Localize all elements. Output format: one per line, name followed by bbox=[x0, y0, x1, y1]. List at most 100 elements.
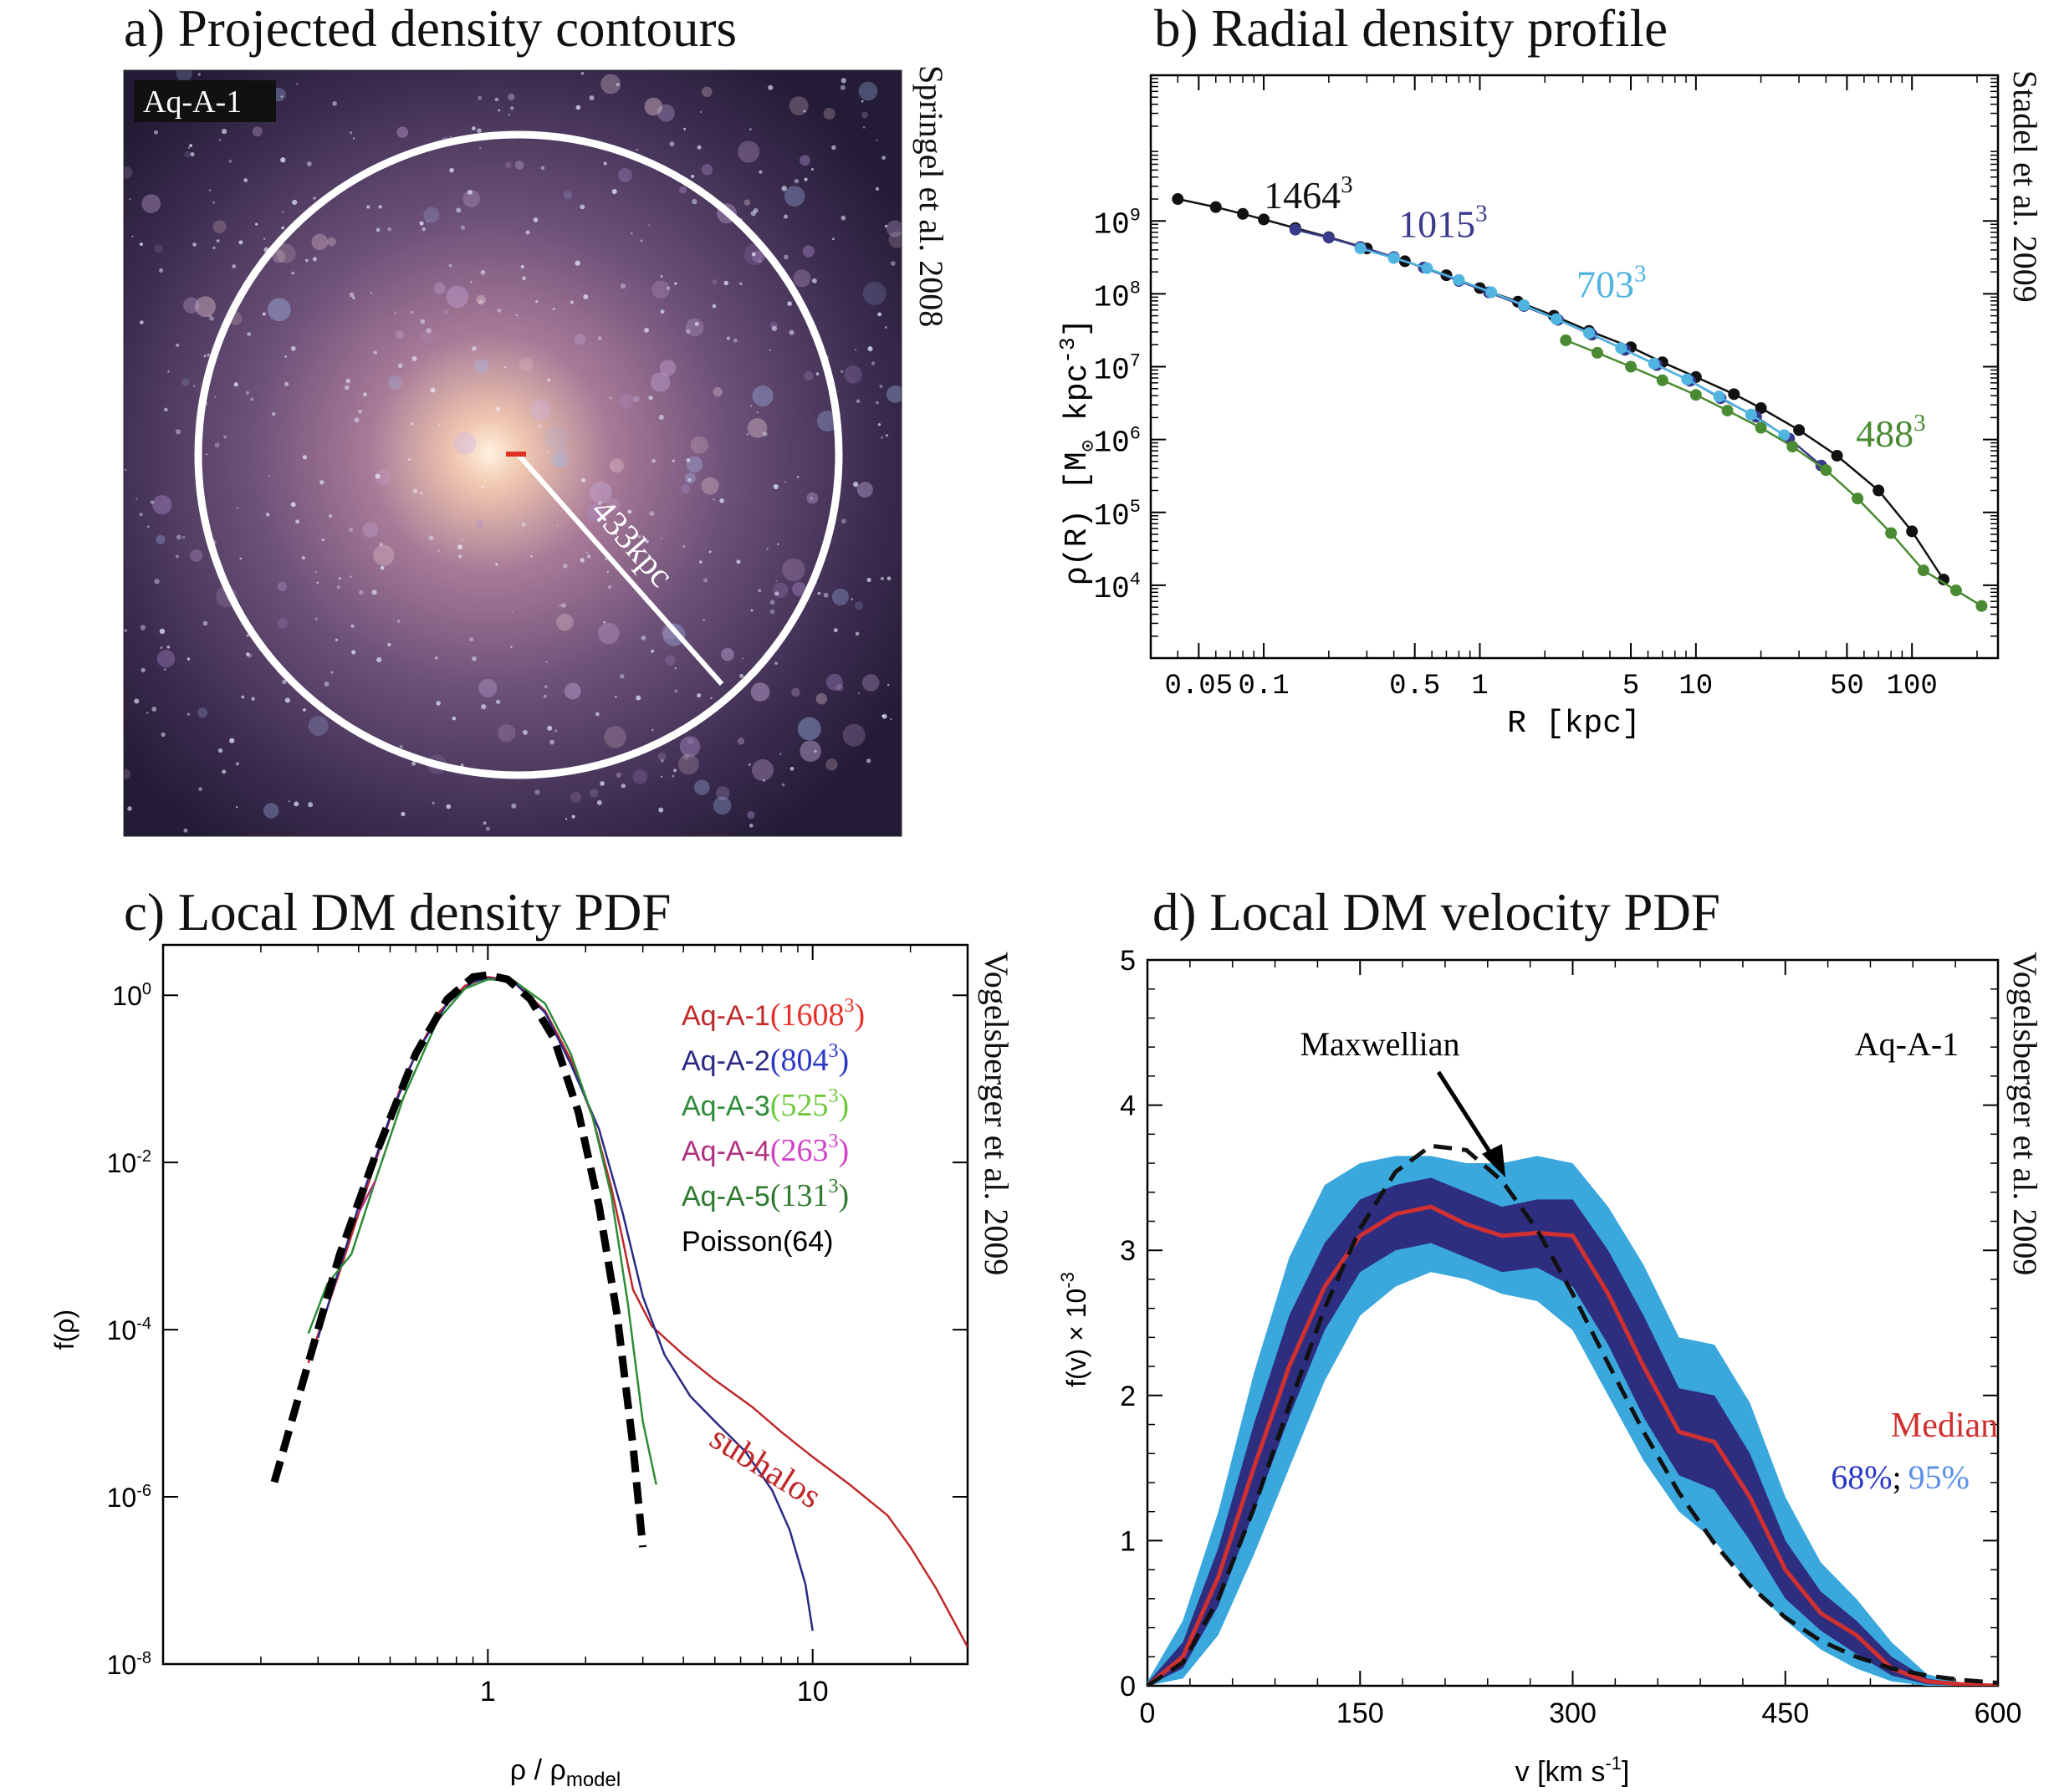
particle-speck bbox=[146, 712, 149, 714]
subhalo-blob bbox=[804, 370, 814, 380]
particle-speck bbox=[352, 296, 355, 300]
particle-speck bbox=[648, 224, 651, 227]
particle-speck bbox=[471, 126, 476, 130]
particle-speck bbox=[401, 811, 406, 817]
subhalo-blob bbox=[738, 140, 760, 163]
panel-b-data-point bbox=[1592, 346, 1604, 359]
panel-c-x-tick-label: 1 bbox=[480, 1676, 496, 1708]
particle-speck bbox=[609, 396, 612, 400]
particle-speck bbox=[219, 139, 222, 141]
particle-speck bbox=[387, 227, 392, 232]
subhalo-blob bbox=[752, 385, 774, 407]
particle-speck bbox=[247, 332, 252, 337]
particle-speck bbox=[739, 673, 744, 678]
particle-speck bbox=[884, 326, 887, 329]
particle-speck bbox=[222, 769, 227, 774]
particle-speck bbox=[477, 128, 482, 134]
particle-speck bbox=[175, 429, 181, 435]
subhalo-blob bbox=[433, 282, 446, 294]
particle-speck bbox=[672, 768, 677, 773]
panel-b-series-label: 10153 bbox=[1398, 201, 1488, 246]
particle-speck bbox=[875, 186, 880, 191]
subhalo-blob bbox=[823, 108, 835, 120]
subhalo-blob bbox=[181, 378, 190, 386]
panel-b-data-point bbox=[1681, 373, 1694, 385]
particle-speck bbox=[379, 542, 384, 547]
subhalo-blob bbox=[156, 650, 176, 668]
particle-speck bbox=[620, 283, 626, 289]
particle-speck bbox=[483, 821, 487, 825]
particle-speck bbox=[862, 125, 866, 129]
subhalo-blob bbox=[791, 687, 800, 697]
particle-speck bbox=[245, 391, 250, 395]
panel-b-data-point bbox=[1831, 449, 1843, 462]
particle-speck bbox=[186, 657, 191, 661]
subhalo-blob bbox=[563, 190, 573, 200]
panel-b-data-point bbox=[1778, 429, 1791, 442]
particle-speck bbox=[651, 649, 655, 653]
maxwellian-arrow-shaft bbox=[1436, 1070, 1498, 1162]
subhalo-blob bbox=[825, 673, 843, 691]
particle-speck bbox=[296, 83, 299, 85]
subhalo-blob bbox=[327, 237, 336, 247]
particle-speck bbox=[494, 97, 499, 102]
particle-speck bbox=[216, 239, 220, 243]
panel-c-legend-entry: Poisson(64) bbox=[682, 1226, 833, 1258]
subhalo-blob bbox=[716, 786, 730, 800]
particle-speck bbox=[154, 579, 160, 585]
particle-speck bbox=[472, 346, 477, 351]
subhalo-blob bbox=[632, 396, 640, 403]
subhalo-blob bbox=[815, 692, 828, 705]
particle-speck bbox=[345, 378, 350, 384]
particle-speck bbox=[784, 254, 789, 260]
particle-speck bbox=[669, 141, 675, 147]
subhalo-blob bbox=[800, 740, 821, 762]
particle-speck bbox=[329, 514, 333, 518]
panel-b-x-tick-label: 5 bbox=[1622, 671, 1639, 702]
subhalo-blob bbox=[844, 365, 862, 384]
panel-b-data-point bbox=[1755, 402, 1767, 415]
particle-speck bbox=[881, 714, 885, 717]
particle-speck bbox=[304, 258, 309, 263]
particle-speck bbox=[739, 282, 743, 285]
particle-speck bbox=[683, 127, 687, 130]
subhalo-blob bbox=[802, 245, 815, 258]
panel-b-data-point bbox=[1728, 388, 1740, 401]
particle-speck bbox=[636, 695, 641, 701]
subhalo-blob bbox=[800, 155, 810, 166]
particle-speck bbox=[359, 590, 364, 595]
panel-b-x-tick-label: 10 bbox=[1678, 671, 1713, 702]
panel-b-data-point bbox=[1873, 484, 1885, 497]
panel-b-data-point bbox=[1917, 564, 1929, 577]
subhalo-blob bbox=[747, 418, 768, 438]
subhalo-blob bbox=[606, 498, 621, 512]
particle-speck bbox=[856, 399, 861, 404]
particle-speck bbox=[159, 268, 164, 273]
panel-d-x-axis-label: v [km s-1] bbox=[1515, 1753, 1630, 1788]
panel-a: a) Projected density contours Aq-A-1 433… bbox=[123, 0, 950, 837]
particle-speck bbox=[890, 717, 892, 721]
subhalo-blob bbox=[618, 393, 634, 409]
particle-speck bbox=[758, 589, 762, 593]
particle-speck bbox=[154, 130, 159, 135]
panel-b-data-point bbox=[1852, 493, 1864, 505]
subhalo-blob bbox=[553, 453, 566, 467]
panel-b-data-point bbox=[1648, 357, 1660, 370]
subhalo-blob bbox=[751, 758, 774, 781]
particle-speck bbox=[606, 570, 609, 573]
panel-c-x-axis-label: ρ / ρmodel bbox=[510, 1754, 621, 1791]
median-legend-label: Median bbox=[1891, 1407, 1998, 1445]
particle-speck bbox=[265, 513, 270, 517]
particle-speck bbox=[796, 475, 800, 478]
particle-speck bbox=[881, 156, 886, 161]
particle-speck bbox=[522, 729, 528, 735]
particle-speck bbox=[302, 455, 308, 460]
particle-speck bbox=[290, 345, 296, 351]
particle-speck bbox=[470, 281, 473, 283]
subhalo-blob bbox=[423, 207, 440, 223]
center-marker bbox=[506, 452, 526, 457]
subhalo-blob bbox=[650, 372, 671, 392]
subhalo-blob bbox=[508, 93, 515, 101]
subhalo-blob bbox=[184, 151, 192, 158]
particle-speck bbox=[371, 590, 377, 595]
